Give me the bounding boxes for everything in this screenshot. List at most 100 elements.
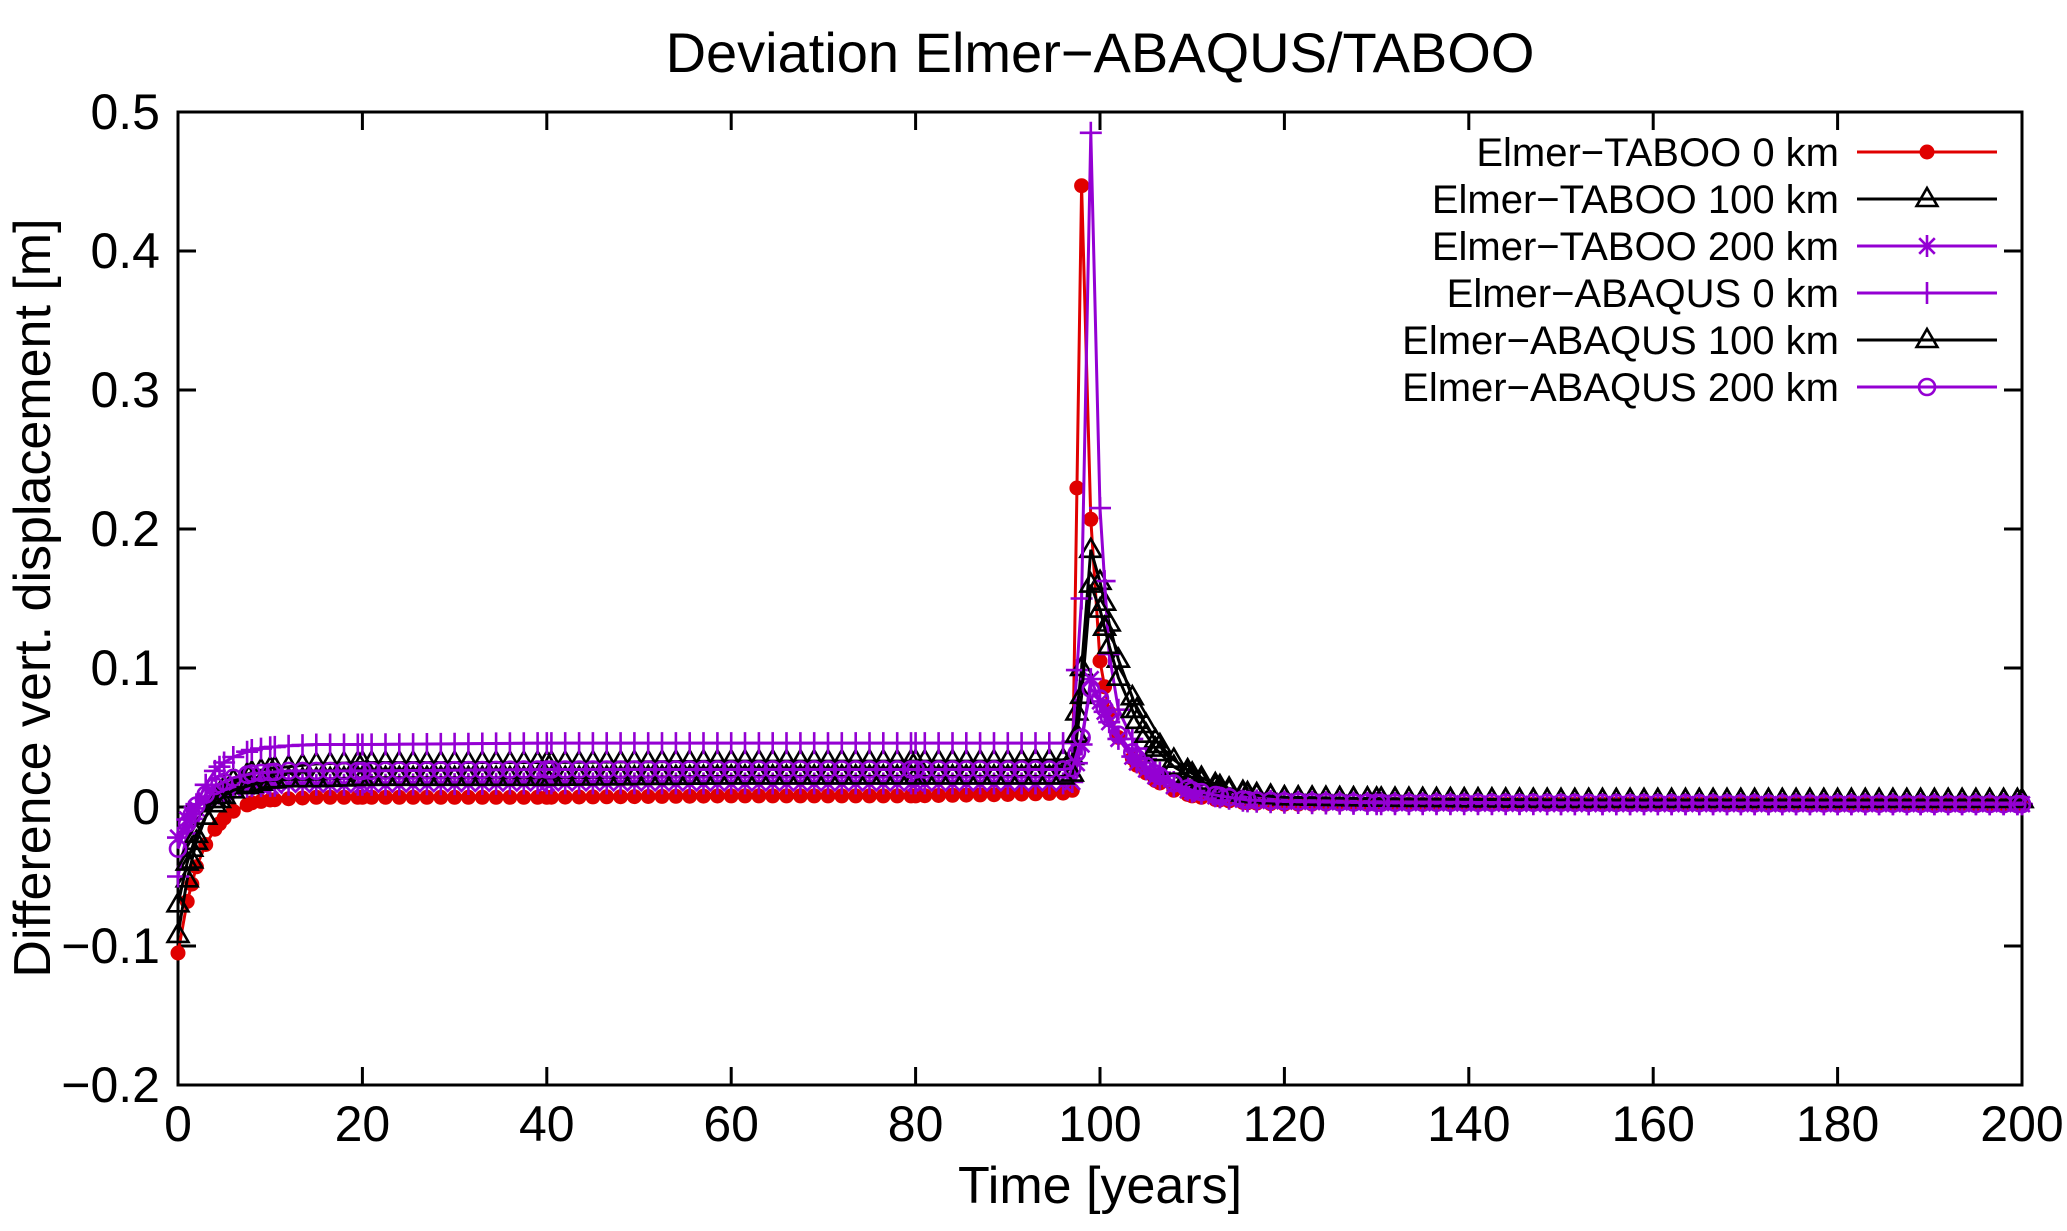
marker-open-circle (818, 760, 838, 779)
y-tick-label: −0.2 (61, 1057, 160, 1113)
y-tick-label: −0.1 (61, 918, 160, 974)
marker-filled-circle (709, 788, 725, 804)
marker-open-circle (306, 761, 326, 781)
marker-open-circle (445, 760, 464, 780)
y-tick-label: 0.2 (90, 501, 160, 557)
marker-open-circle (846, 760, 866, 779)
marker-open-circle (1482, 793, 1502, 813)
marker-filled-circle (751, 788, 767, 804)
marker-open-circle (528, 760, 547, 779)
legend-label: Elmer−TABOO 100 km (1432, 178, 1839, 222)
marker-open-circle (1288, 792, 1308, 811)
marker-open-circle (569, 760, 589, 779)
x-tick-label: 40 (519, 1096, 575, 1152)
marker-filled-circle (1069, 480, 1085, 496)
marker-filled-circle (1919, 144, 1935, 160)
marker-filled-circle (419, 789, 435, 805)
marker-open-circle (187, 796, 206, 815)
legend-entry-3: Elmer−ABAQUS 0 km (1447, 272, 1997, 316)
marker-filled-circle (696, 788, 711, 804)
series-2 (167, 668, 2033, 849)
marker-filled-circle (585, 789, 601, 805)
marker-filled-circle (737, 788, 753, 804)
marker-open-circle (652, 760, 672, 779)
marker-filled-circle (516, 789, 532, 805)
marker-filled-circle (723, 788, 739, 804)
marker-open-circle (887, 760, 907, 779)
marker-filled-circle (917, 788, 933, 804)
marker-open-circle (334, 761, 354, 781)
legend-label: Elmer−ABAQUS 0 km (1447, 272, 1839, 316)
marker-open-circle (1330, 792, 1349, 812)
marker-open-circle (873, 760, 893, 779)
marker-open-circle (1911, 794, 1930, 814)
marker-open-circle (1579, 793, 1598, 813)
marker-open-circle (1980, 794, 1999, 814)
legend-label: Elmer−ABAQUS 200 km (1402, 366, 1839, 410)
marker-open-circle (1275, 792, 1294, 811)
marker-open-circle (1427, 793, 1446, 813)
marker-open-circle (417, 761, 437, 780)
marker-open-circle (860, 760, 879, 779)
x-axis-label: Time [years] (958, 1157, 1242, 1215)
marker-filled-circle (765, 788, 781, 804)
marker-open-circle (389, 761, 409, 780)
x-tick-label: 180 (1796, 1096, 1879, 1152)
marker-open-circle (1759, 794, 1778, 813)
marker-open-circle (777, 760, 796, 779)
marker-filled-circle (308, 789, 324, 805)
marker-open-circle (666, 760, 686, 779)
y-tick-label: 0.1 (90, 640, 160, 696)
marker-open-circle (1607, 793, 1626, 813)
marker-open-circle (514, 760, 534, 779)
marker-open-circle (735, 760, 755, 779)
series-markers (165, 571, 2035, 913)
marker-open-circle (403, 761, 423, 780)
marker-open-circle (251, 763, 271, 783)
marker-open-circle (763, 760, 783, 779)
marker-filled-circle (1074, 178, 1090, 194)
x-tick-label: 200 (1980, 1096, 2063, 1152)
marker-open-circle (998, 760, 1018, 779)
marker-open-circle (1468, 793, 1488, 813)
marker-open-circle (1966, 794, 1986, 814)
marker-open-circle (708, 760, 727, 779)
marker-open-circle (500, 760, 520, 780)
marker-open-circle (1731, 794, 1751, 813)
marker-filled-circle (889, 788, 905, 804)
marker-open-circle (168, 839, 188, 859)
marker-open-circle (1524, 793, 1543, 813)
series-4 (165, 571, 2035, 913)
marker-open-circle (804, 760, 824, 779)
marker-open-circle (1358, 793, 1377, 813)
marker-open-circle (1634, 793, 1654, 813)
marker-open-circle (791, 760, 810, 779)
x-tick-label: 20 (335, 1096, 391, 1152)
marker-open-circle (1399, 793, 1419, 813)
marker-open-circle (320, 761, 340, 781)
marker-open-circle (694, 760, 713, 779)
marker-plus (1916, 282, 1938, 304)
x-tick-label: 140 (1427, 1096, 1510, 1152)
plot-frame: 0 20 40 60 80 100 120 140 160 180 200 −0.2 −0.1 0 0.1 0… (61, 84, 2063, 1152)
marker-open-circle (956, 760, 976, 779)
legend-label: Elmer−TABOO 200 km (1432, 225, 1839, 269)
marker-filled-circle (474, 789, 490, 805)
marker-filled-circle (1000, 787, 1016, 802)
marker-open-circle (625, 760, 644, 779)
marker-open-circle (1496, 793, 1515, 813)
marker-open-circle (929, 760, 948, 779)
marker-open-circle (1842, 794, 1861, 814)
marker-open-circle (984, 760, 1004, 779)
marker-open-circle (2012, 794, 2032, 814)
marker-open-circle (1551, 793, 1571, 813)
marker-open-circle (224, 768, 243, 788)
marker-open-circle (542, 760, 561, 779)
marker-open-circle (1883, 794, 1903, 814)
x-tick-label: 160 (1611, 1096, 1694, 1152)
marker-open-circle (1786, 794, 1806, 813)
marker-filled-circle (391, 789, 407, 805)
marker-filled-circle (460, 789, 476, 805)
marker-filled-circle (336, 789, 352, 805)
